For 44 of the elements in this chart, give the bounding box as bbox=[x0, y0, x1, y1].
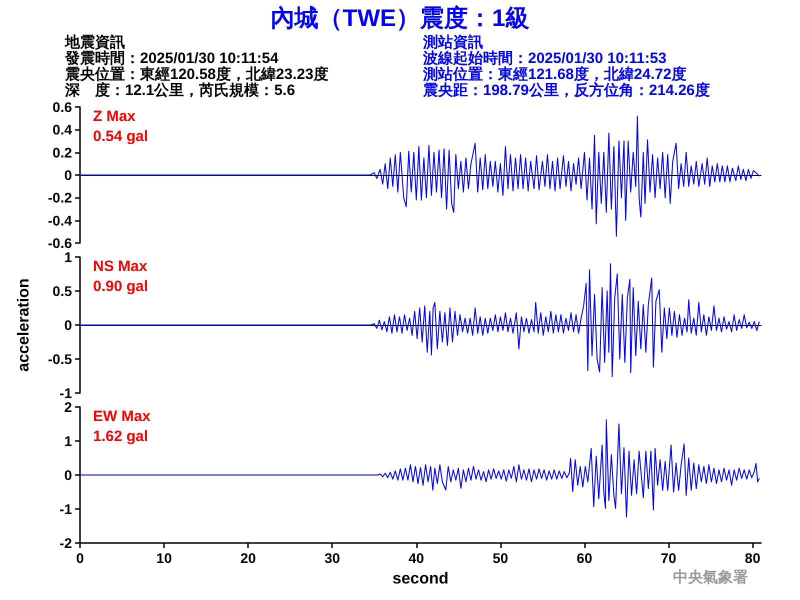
x-tick-label: 50 bbox=[492, 550, 508, 566]
x-tick-label: 60 bbox=[576, 550, 592, 566]
text: 測站位置：東經121.68度，北緯24.72度 bbox=[423, 66, 686, 83]
annotation: 0.54 gal bbox=[93, 128, 148, 145]
y-axis-title: acceleration bbox=[16, 278, 32, 372]
text: 中央氣象署 bbox=[673, 569, 748, 586]
y-tick-label: 0.2 bbox=[52, 144, 72, 160]
text: 發震時間：2025/01/30 10:11:54 bbox=[65, 50, 278, 67]
y-tick-label: -1 bbox=[60, 501, 72, 517]
y-tick-label: 0.5 bbox=[52, 283, 72, 299]
annotation: EW Max bbox=[93, 408, 152, 425]
y-tick-label: 0 bbox=[64, 467, 72, 483]
text: 測站資訊 bbox=[423, 34, 483, 51]
y-tick-label: -0.2 bbox=[48, 190, 72, 206]
x-tick-label: 0 bbox=[76, 550, 84, 566]
x-tick-label: 10 bbox=[156, 550, 172, 566]
y-tick-label: 0 bbox=[64, 167, 72, 183]
y-tick-label: 0.4 bbox=[52, 122, 72, 138]
y-tick-label: 1 bbox=[64, 433, 72, 449]
text: 內城（TWE）震度：1級 bbox=[270, 4, 530, 34]
x-tick-label: 80 bbox=[744, 550, 761, 566]
y-tick-label: -0.5 bbox=[48, 351, 72, 367]
x-axis-title: second bbox=[392, 570, 449, 588]
y-tick-label: -1 bbox=[60, 385, 72, 401]
annotation: 0.90 gal bbox=[93, 278, 148, 295]
y-tick-label: 0.6 bbox=[52, 99, 72, 115]
x-tick-label: 70 bbox=[660, 550, 677, 566]
text: 震央位置：東經120.58度，北緯23.23度 bbox=[65, 66, 328, 83]
x-tick-label: 20 bbox=[240, 550, 256, 566]
y-tick-label: 1 bbox=[64, 249, 72, 265]
y-tick-label: 2 bbox=[64, 399, 72, 415]
y-tick-label: -0.6 bbox=[48, 235, 72, 251]
annotation: NS Max bbox=[93, 258, 148, 275]
y-tick-label: -2 bbox=[60, 535, 72, 551]
text: 波線起始時間：2025/01/30 10:11:53 bbox=[423, 50, 666, 67]
text: 地震資訊 bbox=[65, 34, 125, 51]
x-tick-label: 30 bbox=[324, 550, 340, 566]
y-tick-label: 0 bbox=[64, 317, 72, 333]
annotation: Z Max bbox=[93, 108, 136, 125]
x-tick-label: 40 bbox=[408, 550, 424, 566]
y-tick-label: -0.4 bbox=[48, 212, 72, 228]
annotation: 1.62 gal bbox=[93, 428, 148, 445]
text: 深 度：12.1公里，芮氏規模：5.6 bbox=[65, 82, 296, 99]
text: 震央距：198.79公里，反方位角：214.26度 bbox=[423, 82, 710, 99]
